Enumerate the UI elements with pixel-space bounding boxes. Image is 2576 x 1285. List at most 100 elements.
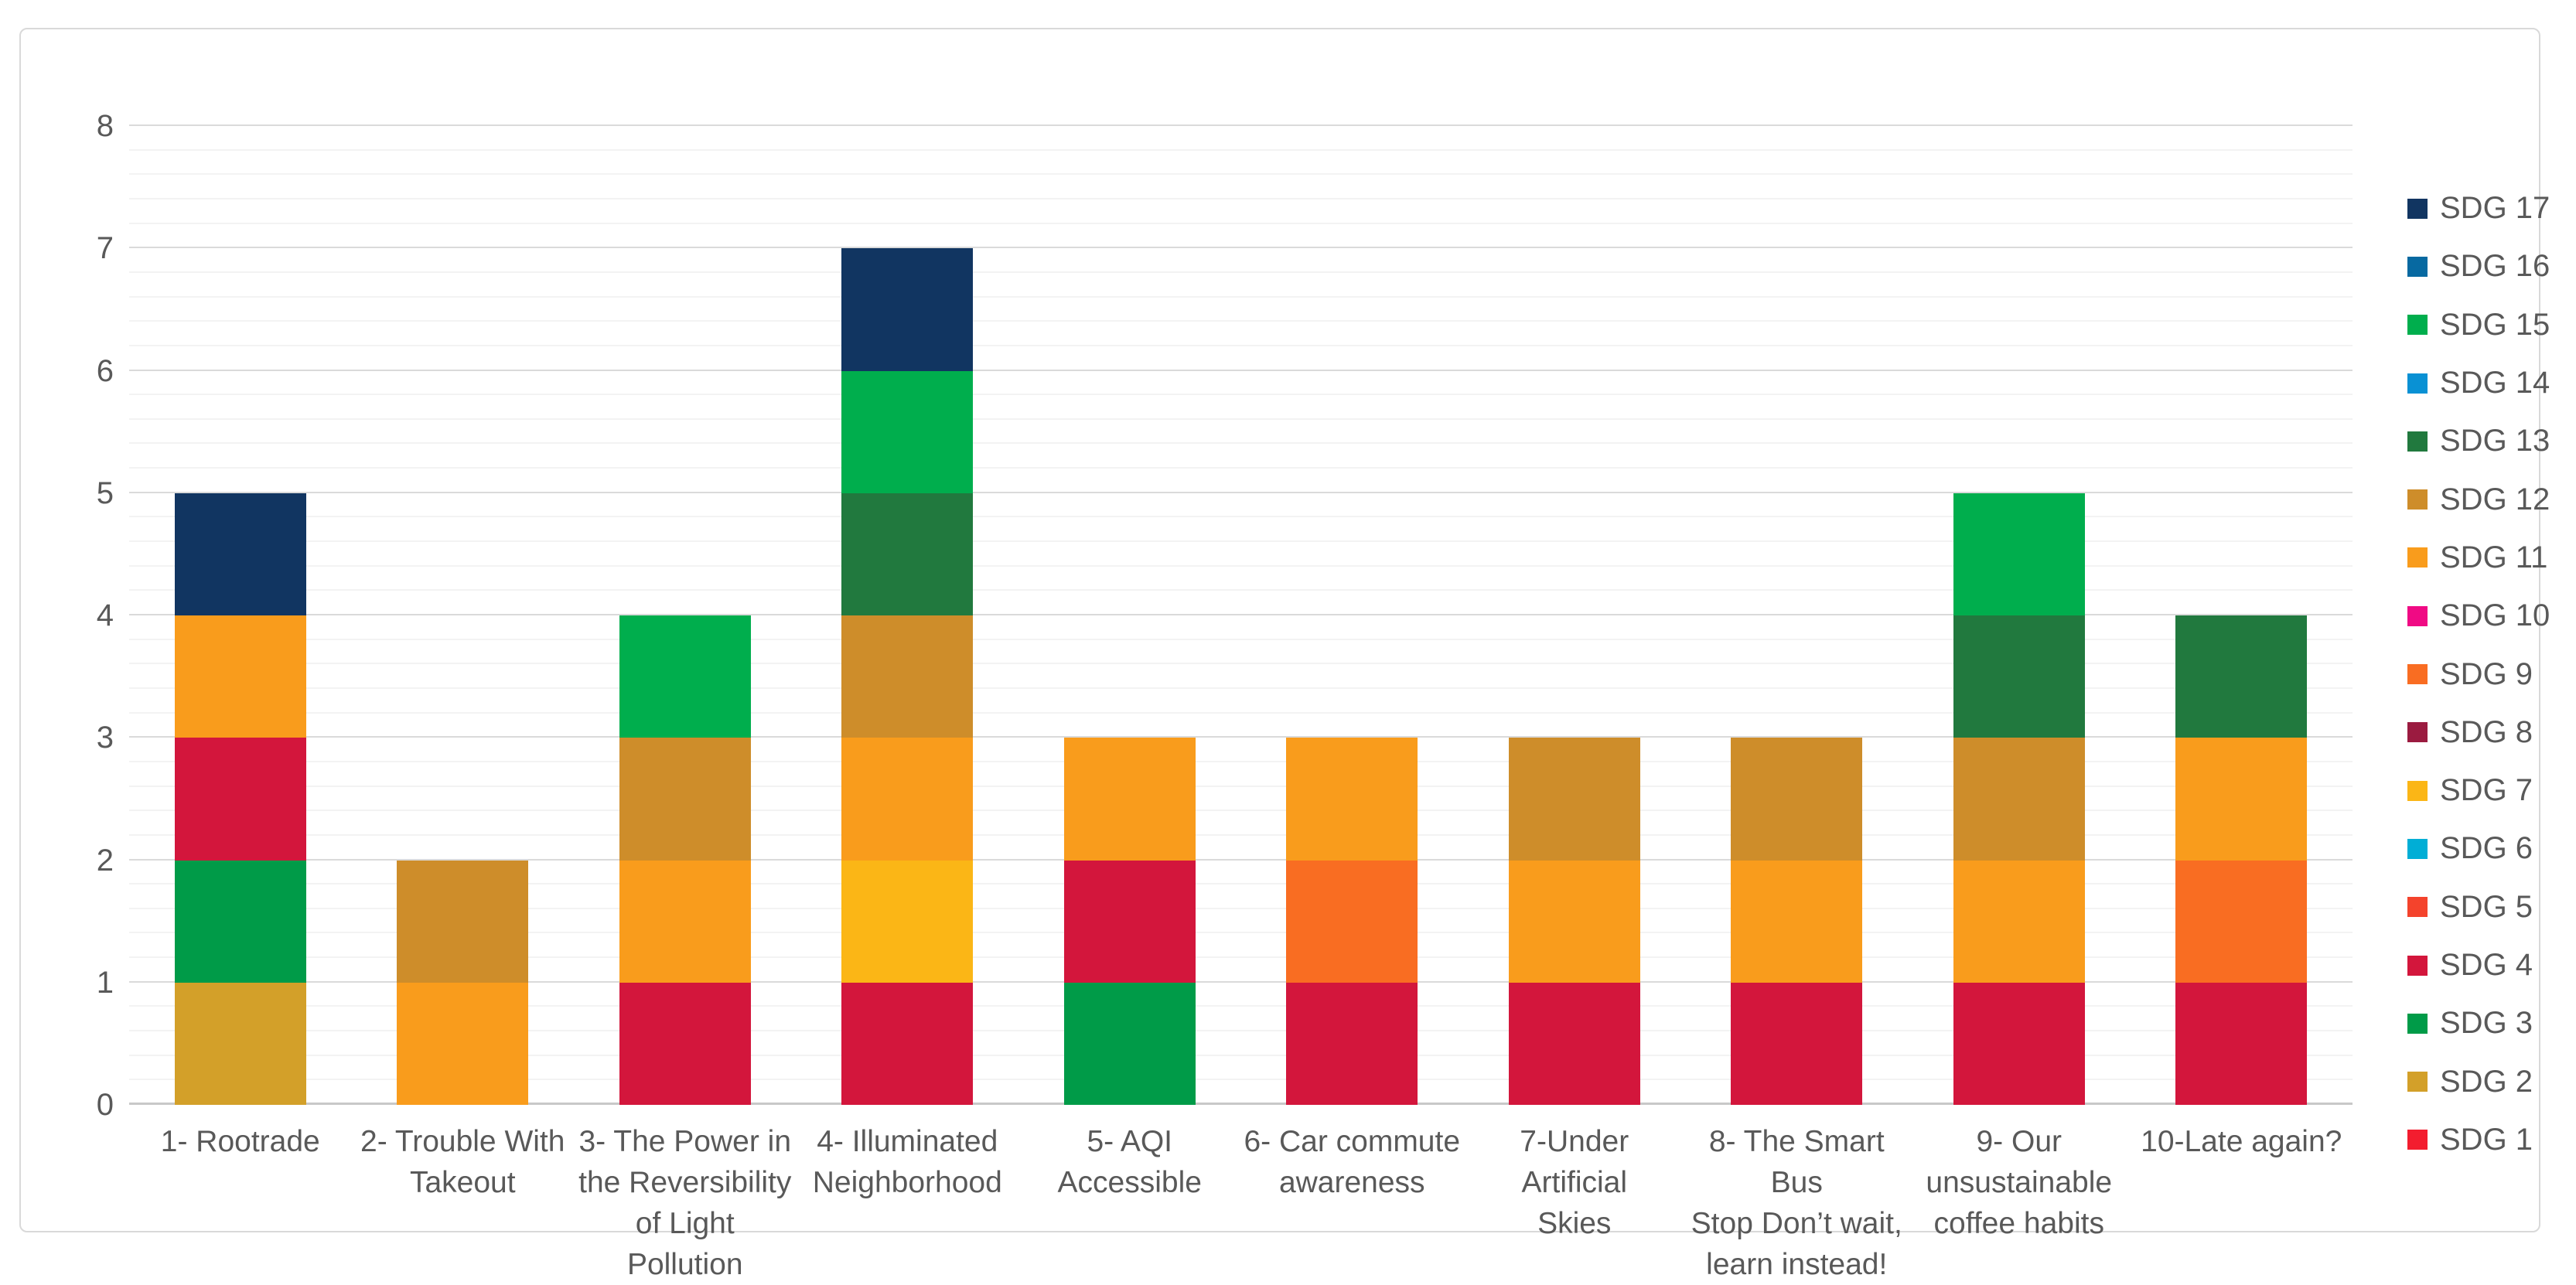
stacked-bar bbox=[1953, 493, 2085, 1105]
legend-item-sdg-12: SDG 12 bbox=[2407, 470, 2576, 528]
gridline-minor bbox=[129, 540, 2353, 543]
legend-label: SDG 7 bbox=[2440, 773, 2533, 808]
category-slot bbox=[2131, 126, 2353, 1105]
gridline-minor bbox=[129, 516, 2353, 518]
legend-item-sdg-14: SDG 14 bbox=[2407, 354, 2576, 412]
gridline-minor bbox=[129, 442, 2353, 445]
legend-item-sdg-2: SDG 2 bbox=[2407, 1052, 2576, 1110]
legend-label: SDG 9 bbox=[2440, 656, 2533, 691]
legend-swatch bbox=[2407, 431, 2428, 452]
gridline-minor bbox=[129, 687, 2353, 689]
bar-segment-sdg-12 bbox=[1731, 738, 1863, 861]
legend-swatch bbox=[2407, 198, 2428, 219]
legend-label: SDG 8 bbox=[2440, 714, 2533, 749]
category-slot bbox=[129, 126, 352, 1105]
legend-label: SDG 17 bbox=[2440, 191, 2550, 226]
legend-item-sdg-17: SDG 17 bbox=[2407, 179, 2576, 237]
gridline-minor bbox=[129, 148, 2353, 151]
gridline-minor bbox=[129, 883, 2353, 885]
legend-label: SDG 6 bbox=[2440, 831, 2533, 866]
legend-swatch bbox=[2407, 605, 2428, 626]
x-axis-label: 5- AQI Accessible bbox=[1057, 1125, 1202, 1199]
gridline-major bbox=[129, 736, 2353, 738]
gridline-minor bbox=[129, 320, 2353, 322]
stacked-bar bbox=[174, 493, 306, 1105]
x-axis-label: 2- Trouble With Takeout bbox=[360, 1125, 565, 1199]
y-axis-label: 4 bbox=[96, 598, 114, 632]
bar-segment-sdg-12 bbox=[619, 738, 751, 861]
bar-segment-sdg-13 bbox=[1953, 615, 2085, 738]
stacked-bar bbox=[1063, 738, 1196, 1105]
x-axis-label: 9- Our unsustainable coffee habits bbox=[1926, 1125, 2113, 1240]
legend-item-sdg-8: SDG 8 bbox=[2407, 704, 2576, 762]
bar-segment-sdg-11 bbox=[1063, 738, 1196, 861]
gridline-minor bbox=[129, 663, 2353, 665]
bar-segment-sdg-15 bbox=[841, 370, 974, 493]
gridline-minor bbox=[129, 1054, 2353, 1056]
bar-segment-sdg-4 bbox=[1508, 982, 1640, 1105]
legend-label: SDG 5 bbox=[2440, 889, 2533, 924]
x-axis-line bbox=[129, 1103, 2353, 1105]
bar-segment-sdg-9 bbox=[1286, 860, 1418, 983]
stacked-bar bbox=[1508, 738, 1640, 1105]
y-axis-label: 2 bbox=[96, 843, 114, 878]
bar-segment-sdg-13 bbox=[2175, 615, 2308, 738]
y-axis-label: 8 bbox=[96, 109, 114, 143]
bar-segment-sdg-11 bbox=[841, 738, 974, 861]
legend-item-sdg-7: SDG 7 bbox=[2407, 762, 2576, 820]
bar-segment-sdg-12 bbox=[1953, 738, 2085, 861]
legend-swatch bbox=[2407, 722, 2428, 743]
bar-segment-sdg-11 bbox=[174, 615, 306, 738]
category-slot bbox=[1241, 126, 1464, 1105]
bar-segment-sdg-11 bbox=[397, 982, 529, 1105]
category-slot bbox=[1018, 126, 1241, 1105]
y-axis-label: 0 bbox=[96, 1088, 114, 1122]
y-axis-label: 3 bbox=[96, 721, 114, 755]
y-axis: 0 1 2 3 4 5 6 7 8 bbox=[52, 111, 114, 1120]
gridline-minor bbox=[129, 711, 2353, 714]
gridline-minor bbox=[129, 810, 2353, 812]
legend-item-sdg-15: SDG 15 bbox=[2407, 296, 2576, 354]
legend-item-sdg-16: SDG 16 bbox=[2407, 237, 2576, 295]
legend-label: SDG 13 bbox=[2440, 424, 2550, 458]
gridline-minor bbox=[129, 1005, 2353, 1007]
bar-segment-sdg-11 bbox=[1286, 738, 1418, 861]
bar-segment-sdg-4 bbox=[174, 738, 306, 861]
bar-segment-sdg-17 bbox=[174, 493, 306, 615]
gridline-major bbox=[129, 124, 2353, 126]
bar-segment-sdg-9 bbox=[2175, 860, 2308, 983]
bar-segment-sdg-4 bbox=[1063, 860, 1196, 983]
bar-segment-sdg-4 bbox=[1953, 982, 2085, 1105]
bar-segment-sdg-15 bbox=[1953, 493, 2085, 615]
y-axis-label: 1 bbox=[96, 965, 114, 1000]
bar-segment-sdg-11 bbox=[619, 860, 751, 983]
category-slot bbox=[797, 126, 1019, 1105]
bar-segment-sdg-15 bbox=[619, 615, 751, 738]
y-axis-label: 5 bbox=[96, 475, 114, 510]
legend-swatch bbox=[2407, 664, 2428, 685]
x-axis-label: 4- Illuminated Neighborhood bbox=[812, 1125, 1002, 1199]
legend-swatch bbox=[2407, 1072, 2428, 1092]
legend-item-sdg-9: SDG 9 bbox=[2407, 645, 2576, 703]
stacked-bar bbox=[841, 248, 974, 1105]
bar-segment-sdg-4 bbox=[619, 982, 751, 1105]
legend-swatch bbox=[2407, 838, 2428, 859]
gridline-minor bbox=[129, 833, 2353, 836]
legend-label: SDG 2 bbox=[2440, 1064, 2533, 1099]
legend-label: SDG 14 bbox=[2440, 366, 2550, 400]
gridline-minor bbox=[129, 932, 2353, 934]
legend: SDG 17 SDG 16 SDG 15 SDG 14 SDG 13 SDG 12 SDG … bbox=[2407, 179, 2576, 1169]
chart-frame: 0 1 2 3 4 5 6 7 8 1- Rootrade 2- Trouble With Take… bbox=[19, 28, 2550, 1281]
legend-swatch bbox=[2407, 955, 2428, 976]
legend-label: SDG 10 bbox=[2440, 598, 2550, 633]
x-axis: 1- Rootrade 2- Trouble With Takeout 3- The … bbox=[129, 1121, 2353, 1285]
legend-label: SDG 16 bbox=[2440, 249, 2550, 284]
gridline-minor bbox=[129, 1079, 2353, 1081]
gridline-minor bbox=[129, 589, 2353, 591]
gridline-minor bbox=[129, 564, 2353, 567]
legend-item-sdg-6: SDG 6 bbox=[2407, 820, 2576, 878]
legend-label: SDG 1 bbox=[2440, 1122, 2533, 1157]
gridline-major bbox=[129, 614, 2353, 615]
x-axis-label: 1- Rootrade bbox=[160, 1125, 320, 1158]
